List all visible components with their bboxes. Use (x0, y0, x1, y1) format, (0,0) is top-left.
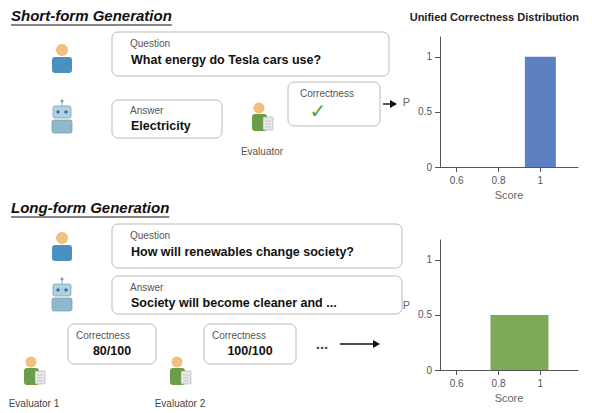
svg-text:Answer: Answer (130, 282, 164, 293)
svg-text:Society will become cleaner an: Society will become cleaner and ... (131, 296, 337, 310)
svg-text:Correctness: Correctness (212, 330, 266, 341)
svg-text:Question: Question (130, 38, 170, 49)
svg-text:1: 1 (538, 378, 544, 389)
svg-text:Evaluator: Evaluator (241, 146, 284, 157)
svg-text:How will renewables change soc: How will renewables change society? (131, 245, 354, 259)
svg-text:0.5: 0.5 (418, 309, 432, 320)
svg-text:0: 0 (426, 365, 432, 376)
svg-text:Long-form Generation: Long-form Generation (11, 199, 169, 216)
svg-text:Evaluator 1: Evaluator 1 (9, 398, 60, 409)
svg-text:P: P (403, 96, 410, 108)
svg-text:Electricity: Electricity (131, 119, 191, 133)
svg-text:1: 1 (426, 51, 432, 62)
svg-text:1: 1 (426, 254, 432, 265)
svg-text:Evaluator 2: Evaluator 2 (155, 398, 206, 409)
svg-text:80/100: 80/100 (93, 344, 131, 358)
svg-text:1: 1 (538, 175, 544, 186)
svg-text:Score: Score (495, 189, 524, 201)
svg-text:...: ... (316, 335, 329, 352)
svg-text:0.8: 0.8 (492, 378, 506, 389)
svg-text:0: 0 (426, 162, 432, 173)
svg-text:Unified Correctness Distributi: Unified Correctness Distribution (410, 11, 580, 23)
svg-text:Question: Question (130, 230, 170, 241)
svg-text:Score: Score (495, 392, 524, 404)
svg-text:0.6: 0.6 (450, 175, 464, 186)
svg-text:Short-form Generation: Short-form Generation (11, 7, 172, 24)
svg-text:100/100: 100/100 (227, 344, 272, 358)
svg-text:What energy do Tesla cars use?: What energy do Tesla cars use? (131, 53, 321, 67)
svg-text:0.8: 0.8 (492, 175, 506, 186)
svg-text:0.5: 0.5 (418, 106, 432, 117)
svg-text:Answer: Answer (130, 105, 164, 116)
svg-text:Correctness: Correctness (300, 88, 354, 99)
svg-text:P: P (403, 299, 410, 311)
svg-text:✓: ✓ (310, 99, 327, 123)
svg-text:Correctness: Correctness (76, 330, 130, 341)
svg-text:0.6: 0.6 (450, 378, 464, 389)
